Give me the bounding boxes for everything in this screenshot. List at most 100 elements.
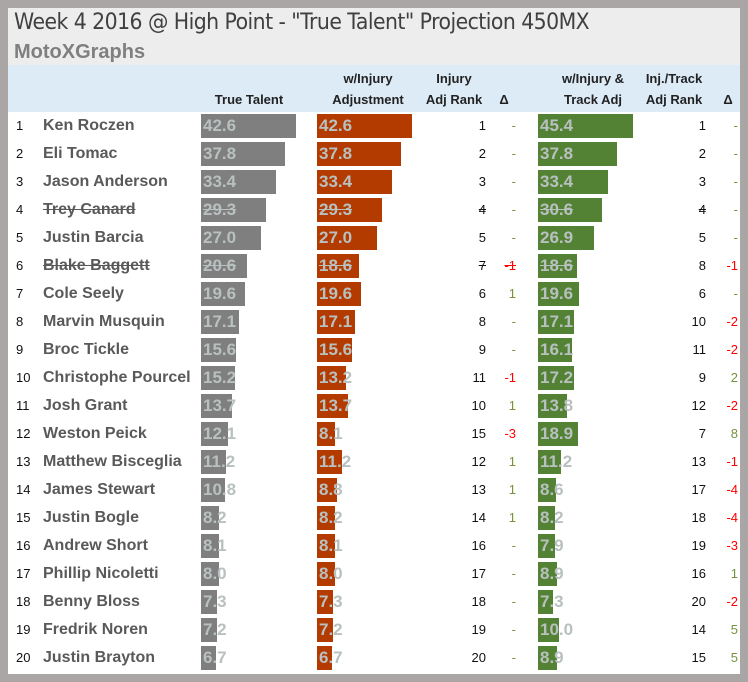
row-number: 17 (16, 566, 31, 581)
injury-adj-rank: 18 (471, 594, 486, 609)
track-adj-bar (538, 562, 557, 586)
track-adj-value: 10.0 (540, 620, 574, 639)
row-number: 18 (16, 594, 31, 609)
table-row: 16 Andrew Short 8.1 8.1 16 - 7.9 19 -3 (8, 532, 740, 560)
track-adj-rank: 15 (691, 650, 706, 665)
track-rank-delta: -1 (726, 454, 738, 469)
true-talent-value: 7.2 (203, 620, 227, 639)
track-adj-bar (538, 394, 567, 418)
row-number: 1 (16, 118, 24, 133)
track-rank-delta: -2 (726, 398, 738, 413)
table-row: 19 Fredrik Noren 7.2 7.2 19 - 10.0 14 5 (8, 616, 740, 644)
injury-adj-bar (317, 646, 332, 670)
injury-rank-delta: - (511, 594, 516, 609)
true-talent-value: 8.0 (203, 564, 227, 583)
track-adj-value: 26.9 (540, 228, 574, 247)
injury-adj-bar (317, 366, 347, 390)
injury-rank-delta: - (511, 230, 516, 245)
injury-adj-bar (317, 506, 336, 530)
injury-adj-rank: 8 (478, 314, 486, 329)
track-adj-rank: 4 (698, 202, 706, 217)
true-talent-value: 12.1 (203, 424, 237, 443)
rider-name: Christophe Pourcel (43, 369, 191, 386)
injury-adj-value: 29.3 (319, 200, 353, 219)
injury-adj-bar (317, 394, 348, 418)
header-true-talent: True Talent (214, 92, 284, 107)
injury-rank-delta: 1 (508, 454, 516, 469)
injury-adj-value: 13.7 (319, 396, 353, 415)
header-injury-rank-line2: Adj Rank (425, 92, 483, 107)
table-row: 5 Justin Barcia 27.0 27.0 5 - 26.9 5 - (8, 224, 740, 252)
injury-adj-value: 8.0 (319, 564, 343, 583)
rider-name: Phillip Nicoletti (43, 565, 159, 582)
injury-rank-delta: 1 (508, 510, 516, 525)
header-injury-adj-line1: w/Injury (343, 71, 393, 86)
row-number: 8 (16, 314, 24, 329)
track-rank-delta: - (733, 146, 738, 161)
injury-rank-delta: - (511, 174, 516, 189)
true-talent-bar (201, 394, 232, 418)
true-talent-bar (201, 422, 228, 446)
true-talent-value: 15.2 (203, 368, 237, 387)
true-talent-bar (201, 562, 219, 586)
track-adj-bar (538, 170, 608, 194)
injury-adj-rank: 1 (478, 118, 486, 133)
track-adj-value: 18.9 (540, 424, 574, 443)
rider-name: Benny Bloss (43, 593, 140, 610)
track-rank-delta: -4 (726, 510, 738, 525)
track-adj-value: 7.3 (540, 592, 564, 611)
track-adj-bar (538, 366, 574, 390)
title-bar: Week 4 2016 @ High Point - "True Talent"… (8, 8, 740, 65)
true-talent-bar (201, 114, 296, 138)
header-delta: Δ (499, 92, 509, 107)
rider-name: Broc Tickle (43, 341, 129, 358)
row-number: 4 (16, 202, 24, 217)
true-talent-bar (201, 366, 235, 390)
injury-adj-bar (317, 142, 402, 166)
injury-adj-rank: 7 (478, 258, 486, 273)
injury-adj-value: 6.7 (319, 648, 343, 667)
track-rank-delta: 2 (730, 370, 738, 385)
track-adj-value: 8.6 (540, 480, 564, 499)
true-talent-bar (201, 338, 236, 362)
track-adj-bar (538, 590, 554, 614)
injury-adj-rank: 19 (471, 622, 486, 637)
table-row: 13 Matthew Bisceglia 11.2 11.2 12 1 11.2 13 -1 (8, 448, 740, 476)
track-adj-bar (538, 618, 559, 642)
injury-rank-delta: - (511, 566, 516, 581)
true-talent-bar (201, 450, 226, 474)
table-panel: Week 4 2016 @ High Point - "True Talent"… (8, 8, 740, 674)
injury-rank-delta: - (511, 622, 516, 637)
injury-rank-delta: 1 (508, 286, 516, 301)
rider-name: Josh Grant (43, 397, 128, 414)
row-number: 16 (16, 538, 31, 553)
injury-adj-bar (317, 534, 336, 558)
injury-rank-delta: 1 (508, 482, 516, 497)
injury-adj-rank: 3 (478, 174, 486, 189)
track-adj-bar (538, 338, 572, 362)
track-adj-value: 45.4 (540, 116, 574, 135)
true-talent-bar (201, 534, 220, 558)
table-row: 17 Phillip Nicoletti 8.0 8.0 17 - 8.9 16 1 (8, 560, 740, 588)
true-talent-bar (201, 198, 267, 222)
track-adj-bar (538, 198, 602, 222)
track-adj-value: 8.9 (540, 564, 564, 583)
track-adj-value: 18.6 (540, 256, 574, 275)
track-rank-delta: 5 (730, 622, 738, 637)
track-adj-value: 8.9 (540, 648, 564, 667)
track-adj-value: 30.6 (540, 200, 574, 219)
injury-adj-rank: 17 (471, 566, 486, 581)
track-rank-delta: - (733, 286, 738, 301)
row-number: 2 (16, 146, 24, 161)
injury-adj-rank: 6 (478, 286, 486, 301)
true-talent-value: 29.3 (203, 200, 237, 219)
injury-adj-rank: 15 (471, 426, 486, 441)
injury-rank-delta: - (511, 146, 516, 161)
injury-rank-delta: - (511, 650, 516, 665)
track-rank-delta: -4 (726, 482, 738, 497)
injury-adj-bar (317, 478, 337, 502)
injury-adj-value: 8.1 (319, 536, 343, 555)
rider-name: Justin Brayton (43, 649, 156, 666)
brand-label: MotoXGraphs (14, 41, 146, 63)
table-row: 12 Weston Peick 12.1 8.1 15 -3 18.9 7 8 (8, 420, 740, 448)
